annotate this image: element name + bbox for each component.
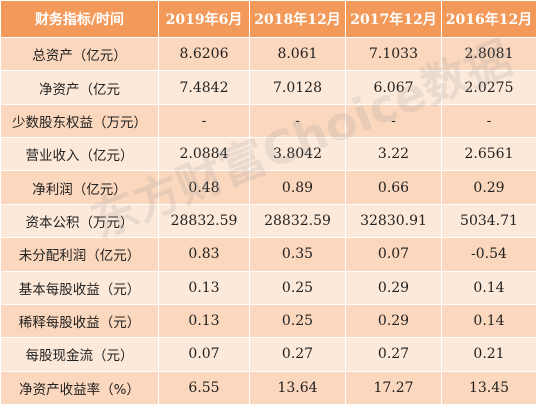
row-label: 资本公积（万元） [0,203,159,239]
table-cell: 2.0884 [158,137,250,172]
table-cell: 0.48 [158,170,250,205]
table-cell: 0.07 [158,337,250,372]
table-cell: 0.07 [345,237,442,272]
table-cell: 0.29 [441,170,536,205]
table-row: 少数股东权益（万元） - - - - [0,103,536,139]
table-cell: 7.4842 [158,70,250,105]
table-cell: - [345,103,442,139]
table-row: 净利润（亿元） 0.48 0.89 0.66 0.29 [0,170,536,205]
table-cell: 0.83 [158,237,250,272]
row-label: 总资产（亿元） [0,36,159,72]
table-cell: 0.89 [249,170,346,205]
row-label: 未分配利润（亿元） [0,237,159,272]
table-cell: 13.45 [441,370,536,405]
row-label: 基本每股收益（元） [0,270,159,305]
table-cell: 7.0128 [249,70,346,105]
table-cell: 0.25 [249,270,346,305]
table-row: 营业收入（亿元） 2.0884 3.8042 3.22 2.6561 [0,137,536,172]
table-cell: 28832.59 [158,203,250,239]
header-cell-2018-12: 2018年12月 [249,0,346,38]
table-cell: 13.64 [249,370,346,405]
table-row: 稀释每股收益（元） 0.13 0.25 0.29 0.14 [0,303,536,339]
table-cell: - [441,103,536,139]
row-label: 净利润（亿元） [0,170,159,205]
table-cell: 0.66 [345,170,442,205]
table-cell: 5034.71 [441,203,536,239]
table-cell: 0.27 [249,337,346,372]
table-cell: - [158,103,250,139]
table-cell: 3.8042 [249,137,346,172]
table-cell: 0.29 [345,270,442,305]
table-cell: 2.0275 [441,70,536,105]
table-cell: 0.29 [345,303,442,339]
row-label: 营业收入（亿元） [0,137,159,172]
table-row: 净资产收益率（%） 6.55 13.64 17.27 13.45 [0,370,536,405]
table-cell: 0.13 [158,303,250,339]
table-cell: 8.6206 [158,36,250,72]
header-cell-metric: 财务指标/时间 [0,0,159,38]
table-row: 净资产（亿元 7.4842 7.0128 6.067 2.0275 [0,70,536,105]
table-row: 总资产（亿元） 8.6206 8.061 7.1033 2.8081 [0,36,536,72]
table-cell: 6.067 [345,70,442,105]
table-row: 基本每股收益（元） 0.13 0.25 0.29 0.14 [0,270,536,305]
table-cell: -0.54 [441,237,536,272]
table-cell: 7.1033 [345,36,442,72]
header-cell-2017-12: 2017年12月 [345,0,442,38]
table-cell: 32830.91 [345,203,442,239]
row-label: 稀释每股收益（元） [0,303,159,339]
table-cell: - [249,103,346,139]
table-row: 未分配利润（亿元） 0.83 0.35 0.07 -0.54 [0,237,536,272]
table-cell: 0.27 [345,337,442,372]
table-cell: 0.14 [441,303,536,339]
row-label: 每股现金流（元） [0,337,159,372]
table-row: 资本公积（万元） 28832.59 28832.59 32830.91 5034… [0,203,536,239]
table-cell: 0.14 [441,270,536,305]
row-label: 少数股东权益（万元） [0,103,159,139]
table-cell: 2.6561 [441,137,536,172]
table-cell: 3.22 [345,137,442,172]
table-cell: 0.25 [249,303,346,339]
table-cell: 0.35 [249,237,346,272]
table-cell: 2.8081 [441,36,536,72]
header-cell-2016-12: 2016年12月 [441,0,536,38]
table-header-row: 财务指标/时间 2019年6月 2018年12月 2017年12月 2016年1… [0,0,536,38]
header-cell-2019-06: 2019年6月 [158,0,250,38]
table-cell: 28832.59 [249,203,346,239]
table-cell: 0.21 [441,337,536,372]
row-label: 净资产（亿元 [0,70,159,105]
table-row: 每股现金流（元） 0.07 0.27 0.27 0.21 [0,337,536,372]
table-cell: 6.55 [158,370,250,405]
table-cell: 0.13 [158,270,250,305]
table-cell: 8.061 [249,36,346,72]
table-cell: 17.27 [345,370,442,405]
row-label: 净资产收益率（%） [0,370,159,405]
